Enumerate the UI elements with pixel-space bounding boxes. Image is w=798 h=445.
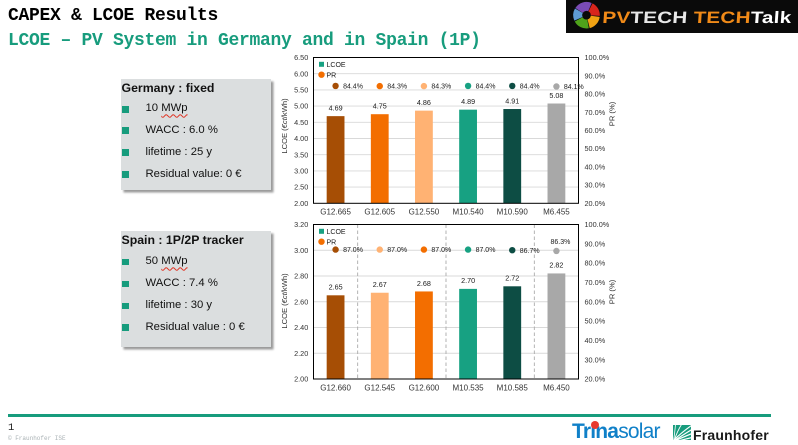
svg-text:2.60: 2.60: [294, 297, 308, 306]
svg-text:60.0%: 60.0%: [585, 126, 606, 135]
svg-text:5.00: 5.00: [294, 102, 308, 111]
svg-text:LCOE: LCOE: [327, 62, 346, 69]
svg-text:90.0%: 90.0%: [585, 71, 606, 80]
svg-text:87.0%: 87.0%: [387, 247, 407, 254]
svg-text:4.86: 4.86: [417, 98, 431, 107]
svg-text:3.20: 3.20: [294, 220, 308, 229]
svg-text:2.20: 2.20: [294, 349, 308, 358]
svg-text:M6.455: M6.455: [543, 208, 570, 217]
svg-text:50.0%: 50.0%: [585, 317, 606, 326]
svg-text:2.50: 2.50: [294, 183, 308, 192]
svg-text:84.1%: 84.1%: [564, 84, 584, 91]
svg-text:LCOE: LCOE: [327, 229, 346, 236]
svg-text:PR: PR: [327, 73, 337, 80]
svg-text:4.91: 4.91: [505, 96, 519, 105]
svg-text:M10.540: M10.540: [453, 208, 485, 217]
svg-text:5.50: 5.50: [294, 86, 308, 95]
svg-text:60.0%: 60.0%: [585, 297, 606, 306]
svg-text:M6.450: M6.450: [543, 384, 570, 393]
svg-text:87.0%: 87.0%: [476, 247, 496, 254]
svg-text:84.4%: 84.4%: [520, 84, 540, 91]
svg-text:G12.545: G12.545: [364, 384, 395, 393]
svg-text:100.0%: 100.0%: [585, 220, 610, 229]
svg-text:M10.590: M10.590: [497, 208, 529, 217]
svg-text:80.0%: 80.0%: [585, 90, 606, 99]
svg-text:84.4%: 84.4%: [476, 84, 496, 91]
svg-text:70.0%: 70.0%: [585, 108, 606, 117]
svg-text:LCOE (€ct/kWh): LCOE (€ct/kWh): [280, 98, 289, 154]
svg-text:G12.665: G12.665: [320, 208, 351, 217]
svg-text:5.08: 5.08: [549, 91, 563, 100]
svg-text:87.0%: 87.0%: [343, 247, 363, 254]
svg-text:PR (%): PR (%): [608, 101, 617, 126]
svg-text:84.3%: 84.3%: [431, 84, 451, 91]
svg-text:86.3%: 86.3%: [550, 239, 570, 246]
svg-text:LCOE (€ct/kWh): LCOE (€ct/kWh): [280, 273, 289, 329]
svg-text:20.0%: 20.0%: [585, 375, 606, 384]
svg-text:70.0%: 70.0%: [585, 278, 606, 287]
svg-text:2.80: 2.80: [294, 272, 308, 281]
svg-text:2.68: 2.68: [417, 279, 431, 288]
svg-text:4.69: 4.69: [329, 103, 343, 112]
svg-text:86.7%: 86.7%: [520, 248, 540, 255]
svg-text:2.65: 2.65: [329, 283, 343, 292]
svg-text:40.0%: 40.0%: [585, 162, 606, 171]
svg-text:6.50: 6.50: [294, 53, 308, 62]
svg-text:84.3%: 84.3%: [387, 84, 407, 91]
svg-text:80.0%: 80.0%: [585, 259, 606, 268]
svg-text:G12.600: G12.600: [409, 384, 440, 393]
svg-text:90.0%: 90.0%: [585, 239, 606, 248]
svg-text:M10.535: M10.535: [453, 384, 485, 393]
svg-text:2.72: 2.72: [505, 274, 519, 283]
svg-text:87.0%: 87.0%: [431, 247, 451, 254]
svg-text:2.70: 2.70: [461, 276, 475, 285]
svg-text:G12.660: G12.660: [320, 384, 351, 393]
svg-text:20.0%: 20.0%: [585, 199, 606, 208]
svg-text:4.75: 4.75: [373, 102, 387, 111]
svg-text:M10.585: M10.585: [497, 384, 529, 393]
svg-text:30.0%: 30.0%: [585, 181, 606, 190]
svg-text:4.89: 4.89: [461, 97, 475, 106]
svg-text:3.50: 3.50: [294, 150, 308, 159]
svg-text:30.0%: 30.0%: [585, 355, 606, 364]
svg-text:G12.550: G12.550: [409, 208, 440, 217]
svg-text:2.67: 2.67: [373, 280, 387, 289]
svg-text:3.00: 3.00: [294, 167, 308, 176]
svg-text:84.4%: 84.4%: [343, 84, 363, 91]
svg-text:2.00: 2.00: [294, 375, 308, 384]
svg-text:3.00: 3.00: [294, 246, 308, 255]
svg-text:6.00: 6.00: [294, 69, 308, 78]
svg-text:PR: PR: [327, 240, 337, 247]
svg-text:4.00: 4.00: [294, 134, 308, 143]
svg-text:2.82: 2.82: [549, 261, 563, 270]
svg-text:2.00: 2.00: [294, 199, 308, 208]
svg-text:G12.605: G12.605: [364, 208, 395, 217]
svg-text:100.0%: 100.0%: [585, 53, 610, 62]
svg-text:50.0%: 50.0%: [585, 144, 606, 153]
svg-text:40.0%: 40.0%: [585, 336, 606, 345]
svg-text:2.40: 2.40: [294, 323, 308, 332]
svg-text:4.50: 4.50: [294, 118, 308, 127]
svg-text:PR (%): PR (%): [608, 279, 617, 304]
